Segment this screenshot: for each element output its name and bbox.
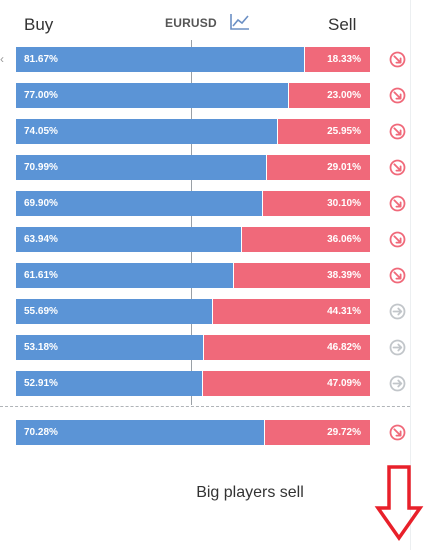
arrow-right-circle-icon[interactable] [389, 303, 406, 320]
sentiment-row: 69.90% 30.10% [16, 191, 370, 216]
sell-segment: 23.00% [289, 83, 370, 108]
arrow-down-right-circle-icon[interactable] [389, 51, 406, 68]
sell-segment: 46.82% [204, 335, 370, 360]
center-line [191, 40, 192, 405]
sentiment-row: 55.69% 44.31% [16, 299, 370, 324]
buy-segment: 74.05% [16, 119, 278, 144]
sentiment-row: 53.18% 46.82% [16, 335, 370, 360]
arrow-down-right-circle-icon[interactable] [389, 231, 406, 248]
total-row: 70.28% 29.72% [16, 420, 370, 445]
sell-segment: 25.95% [278, 119, 370, 144]
total-separator [0, 406, 410, 407]
arrow-down-right-circle-icon[interactable] [389, 195, 406, 212]
buy-segment: 69.90% [16, 191, 263, 216]
buy-segment: 77.00% [16, 83, 289, 108]
sell-label: Sell [328, 15, 357, 34]
total-sell-segment: 29.72% [265, 420, 370, 445]
arrow-down-right-circle-icon[interactable] [389, 87, 406, 104]
sentiment-row: 81.67% 18.33% [16, 47, 370, 72]
panel-edge [410, 0, 411, 550]
sell-segment: 29.01% [267, 155, 370, 180]
buy-segment: 55.69% [16, 299, 213, 324]
arrow-down-right-circle-icon[interactable] [389, 267, 406, 284]
arrow-down-right-circle-icon[interactable] [389, 159, 406, 176]
buy-segment: 63.94% [16, 227, 242, 252]
verdict-text: Big players sell [196, 484, 304, 501]
arrow-down-right-circle-icon[interactable] [389, 424, 406, 441]
sentiment-header: Buy EURUSD Sell [0, 0, 429, 44]
arrow-right-circle-icon[interactable] [389, 339, 406, 356]
sentiment-row: 52.91% 47.09% [16, 371, 370, 396]
down-arrow-icon [374, 465, 424, 542]
sell-segment: 38.39% [234, 263, 370, 288]
buy-segment: 53.18% [16, 335, 204, 360]
sell-segment: 36.06% [242, 227, 370, 252]
total-buy-segment: 70.28% [16, 420, 265, 445]
sentiment-row: 70.99% 29.01% [16, 155, 370, 180]
sentiment-row: 61.61% 38.39% [16, 263, 370, 288]
buy-segment: 81.67% [16, 47, 305, 72]
sell-segment: 44.31% [213, 299, 370, 324]
sell-segment: 30.10% [263, 191, 370, 216]
arrow-right-circle-icon[interactable] [389, 375, 406, 392]
sell-segment: 47.09% [203, 371, 370, 396]
sentiment-row: 74.05% 25.95% [16, 119, 370, 144]
buy-segment: 70.99% [16, 155, 267, 180]
chart-line-icon[interactable] [230, 13, 250, 30]
sentiment-row: 63.94% 36.06% [16, 227, 370, 252]
sell-segment: 18.33% [305, 47, 370, 72]
buy-label: Buy [24, 15, 54, 34]
buy-segment: 61.61% [16, 263, 234, 288]
buy-segment: 52.91% [16, 371, 203, 396]
sentiment-row: 77.00% 23.00% [16, 83, 370, 108]
left-edge-fragment: ‹ [0, 52, 4, 66]
pair-label: EURUSD [165, 16, 217, 30]
arrow-down-right-circle-icon[interactable] [389, 123, 406, 140]
